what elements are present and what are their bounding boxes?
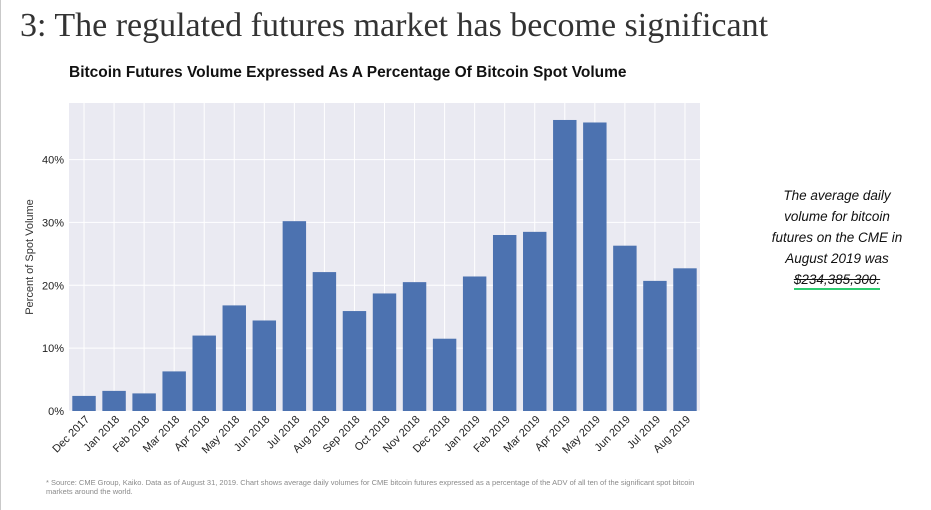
- y-tick-label: 0%: [48, 406, 64, 418]
- bar: [432, 338, 457, 411]
- bar: [402, 282, 427, 411]
- slide-title: 3: The regulated futures market has beco…: [20, 7, 769, 44]
- bar: [523, 231, 547, 411]
- y-tick-label: 20%: [42, 280, 64, 292]
- y-tick-label: 40%: [42, 155, 64, 167]
- bar: [583, 122, 607, 411]
- bar: [372, 293, 397, 411]
- y-tick-labels: 0% 10% 20% 30% 40%: [42, 155, 64, 418]
- bars: [72, 119, 697, 411]
- bar: [613, 245, 637, 411]
- bar: [282, 221, 307, 411]
- bar: [673, 268, 697, 411]
- callout-text: The average daily volume for bitcoin fut…: [771, 188, 903, 266]
- bar: [222, 305, 246, 411]
- callout-amount: $234,385,300.: [793, 272, 881, 290]
- bar: [492, 235, 517, 411]
- bar: [462, 276, 487, 411]
- bar: [162, 371, 186, 411]
- bar: [192, 335, 216, 411]
- bar: [643, 280, 667, 411]
- bar: [132, 393, 156, 411]
- y-tick-label: 10%: [42, 343, 64, 355]
- bar: [72, 395, 96, 411]
- source-footnote: * Source: CME Group, Kaiko. Data as of A…: [46, 478, 695, 496]
- callout-note: The average daily volume for bitcoin fut…: [762, 185, 912, 290]
- y-tick-label: 30%: [42, 217, 64, 229]
- bar: [312, 272, 337, 411]
- bar: [102, 390, 126, 411]
- bar: [342, 311, 367, 411]
- bar: [553, 119, 577, 411]
- chart-title: Bitcoin Futures Volume Expressed As A Pe…: [69, 64, 627, 81]
- y-axis-label: Percent of Spot Volume: [24, 199, 36, 315]
- bar: [252, 320, 277, 411]
- slide-left-border: [0, 0, 1, 510]
